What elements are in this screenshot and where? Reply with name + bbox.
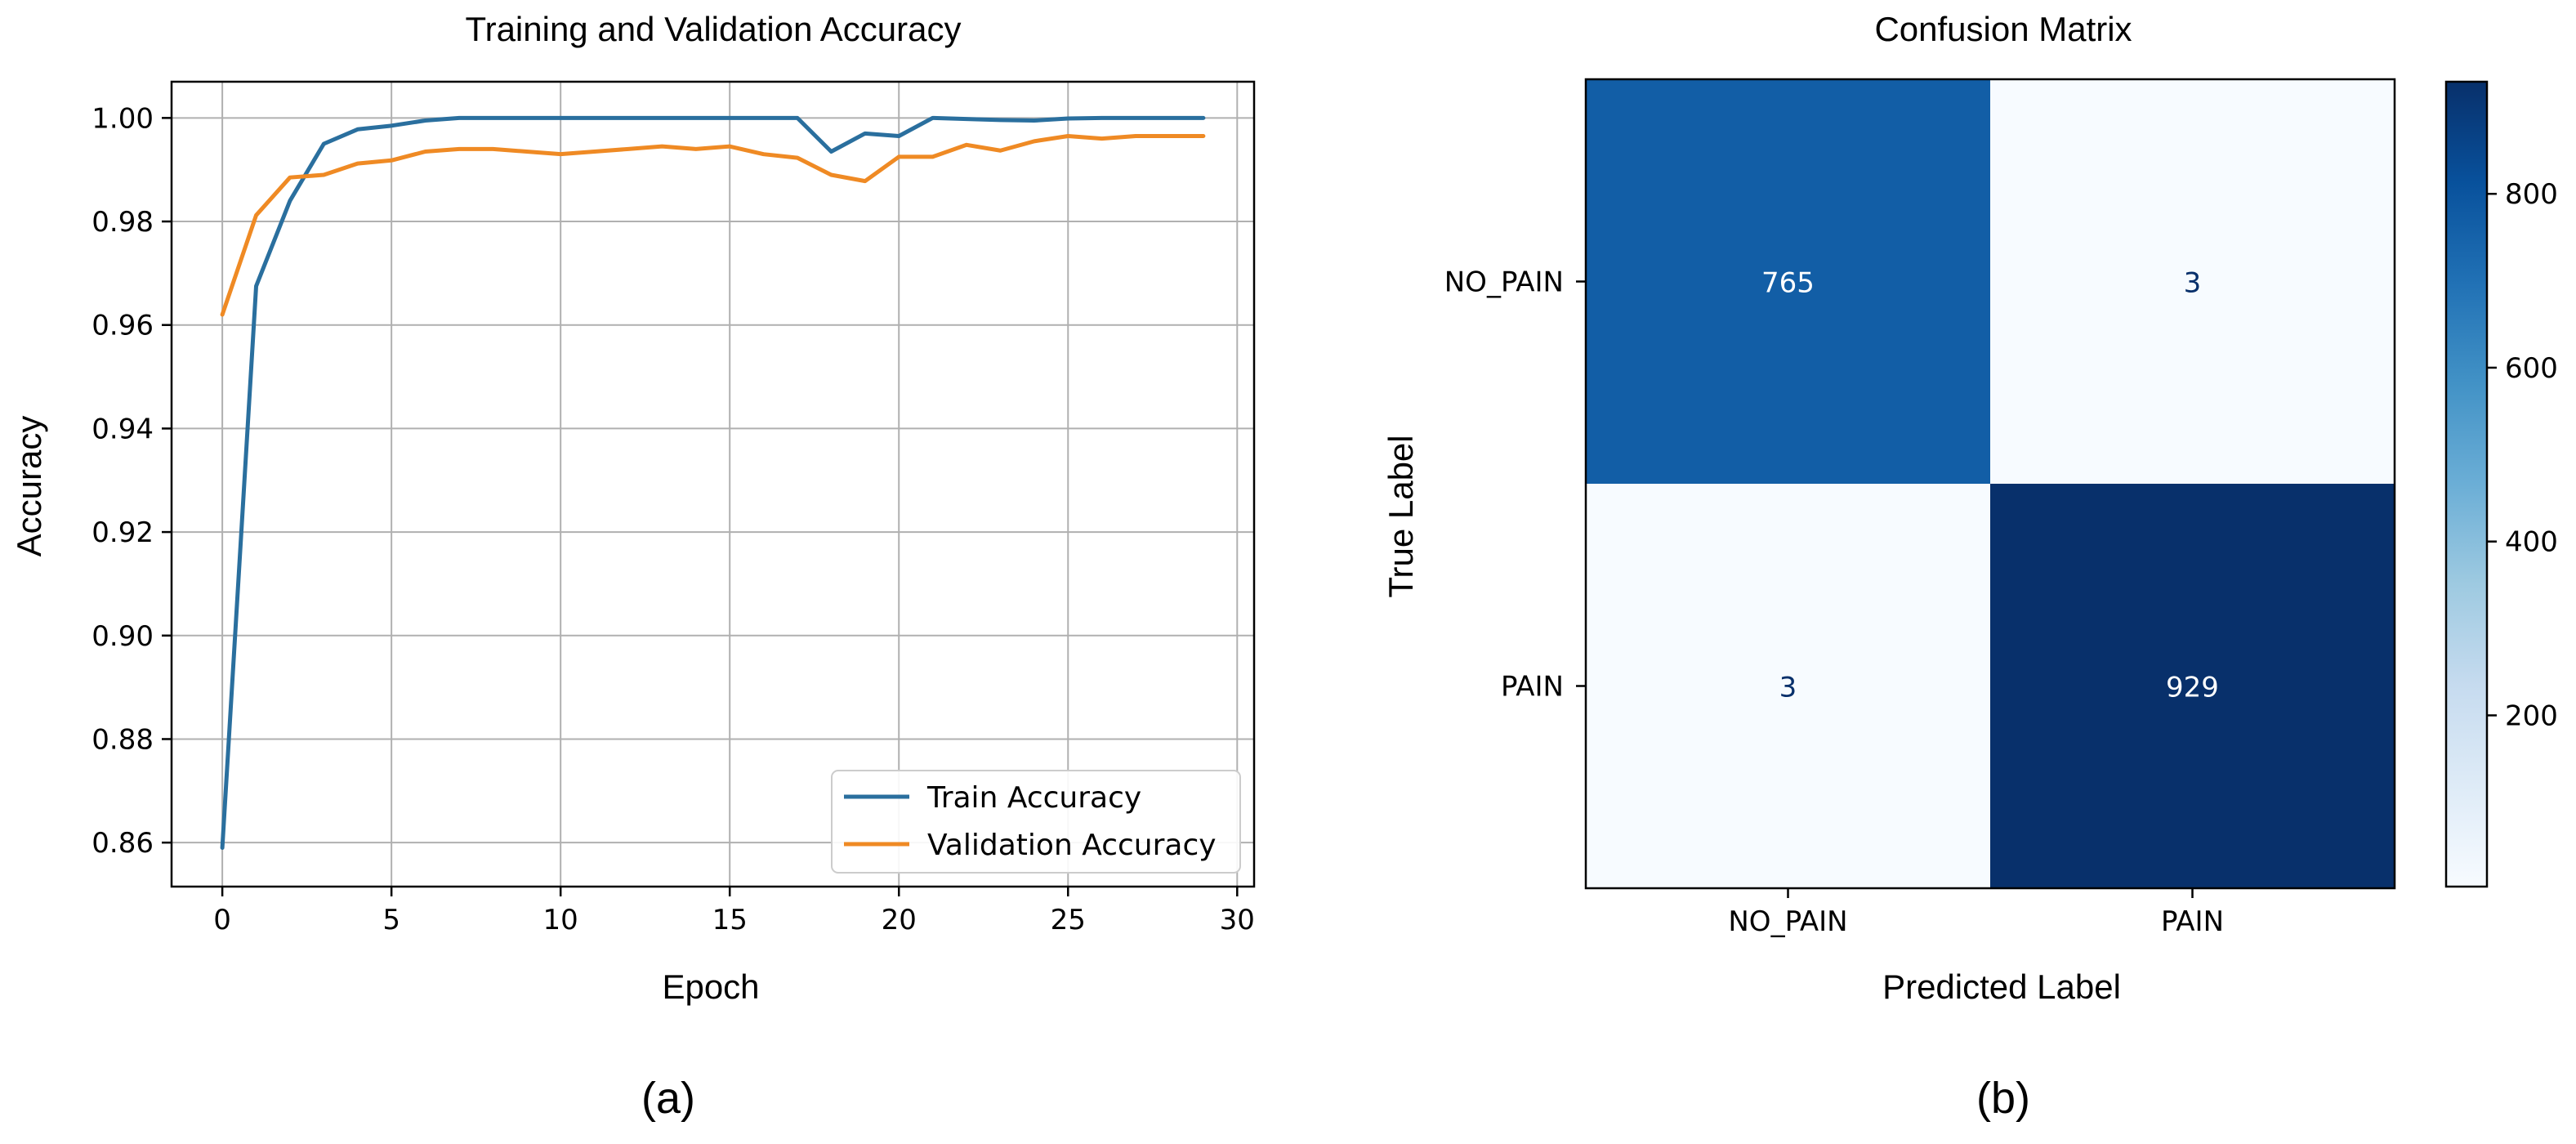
line-chart-series: [220, 115, 1206, 850]
matrix-y-tick-label: NO_PAIN: [1444, 266, 1564, 299]
series-line-validation-accuracy: [220, 134, 1206, 317]
y-tick-label: 0.98: [92, 206, 154, 239]
matrix-cell-value: 3: [1779, 672, 1797, 704]
x-tick-label: 30: [1220, 904, 1255, 936]
colorbar-tick-label: 600: [2505, 352, 2558, 385]
colorbar-tick-label: 800: [2505, 178, 2558, 211]
colorbar-ticks: 200 400 600 800: [2487, 178, 2558, 732]
confusion-matrix-chart: Confusion Matrix 765 33 929 NO_PAIN PAINNO_…: [1382, 10, 2558, 1123]
matrix-y-tick-label: PAIN: [1501, 671, 1564, 704]
x-tick-label: 0: [213, 904, 231, 936]
legend-label-train-accuracy: Train Accuracy: [926, 781, 1141, 815]
line-chart-plot-frame: [170, 80, 1256, 888]
matrix-x-tick-label: NO_PAIN: [1728, 905, 1847, 938]
matrix-cell-value: 765: [1761, 267, 1815, 300]
x-tick-label: 25: [1051, 904, 1086, 936]
line-chart-x-axis-label: Epoch: [662, 967, 759, 1006]
y-tick-label: 0.92: [92, 516, 154, 549]
colorbar: 200 400 600 800: [2444, 80, 2558, 888]
y-tick-label: 1.00: [92, 102, 154, 135]
matrix-x-tick-label: PAIN: [2161, 905, 2224, 938]
series-line-train-accuracy: [220, 115, 1206, 850]
matrix-cell: [1990, 79, 2395, 484]
x-tick-label: 15: [712, 904, 748, 936]
matrix-cell-value: 3: [2184, 267, 2202, 300]
x-tick-label: 10: [543, 904, 578, 936]
colorbar-tick-label: 400: [2505, 526, 2558, 559]
confusion-matrix-ticks: NO_PAIN PAIN NO_PAIN PAIN: [1444, 266, 2224, 939]
confusion-matrix-y-axis-label: True Label: [1382, 435, 1420, 597]
panel-label-a: (a): [641, 1074, 695, 1123]
line-chart-title: Training and Validation Accuracy: [465, 10, 961, 48]
legend-label-validation-accuracy: Validation Accuracy: [927, 829, 1217, 862]
colorbar-tick-label: 200: [2505, 699, 2558, 732]
y-tick-label: 0.88: [92, 723, 154, 756]
confusion-matrix-x-axis-label: Predicted Label: [1882, 967, 2121, 1006]
confusion-matrix-title: Confusion Matrix: [1874, 10, 2132, 48]
y-tick-label: 0.86: [92, 827, 154, 860]
accuracy-line-chart: Training and Validation Accuracy 0 5 10 15 2…: [10, 10, 1256, 1123]
x-tick-label: 20: [882, 904, 917, 936]
matrix-cell: [1586, 484, 1990, 888]
colorbar-gradient: [2444, 80, 2489, 888]
matrix-cell: [1990, 484, 2395, 888]
confusion-matrix-frame: [1584, 78, 2396, 890]
x-tick-label: 5: [382, 904, 400, 936]
legend-frame: [831, 770, 1241, 874]
confusion-matrix-cells: 765 3 3 929: [1586, 79, 2395, 888]
matrix-cell: [1586, 79, 1990, 484]
matrix-cell-value: 929: [2166, 672, 2219, 704]
panel-label-b: (b): [1976, 1074, 2030, 1123]
y-tick-label: 0.94: [92, 413, 154, 445]
line-chart-ticks: 0 5 10 15 20 25 30 0.86 0.88 0.90 0.92 0.94 0.96 0.98…: [92, 102, 1255, 936]
line-chart-y-axis-label: Accuracy: [10, 416, 48, 557]
y-tick-label: 0.90: [92, 620, 154, 653]
line-chart-grid: [172, 82, 1254, 887]
line-chart-legend: Train Accuracy Validation Accuracy: [831, 770, 1241, 874]
y-tick-label: 0.96: [92, 310, 154, 342]
